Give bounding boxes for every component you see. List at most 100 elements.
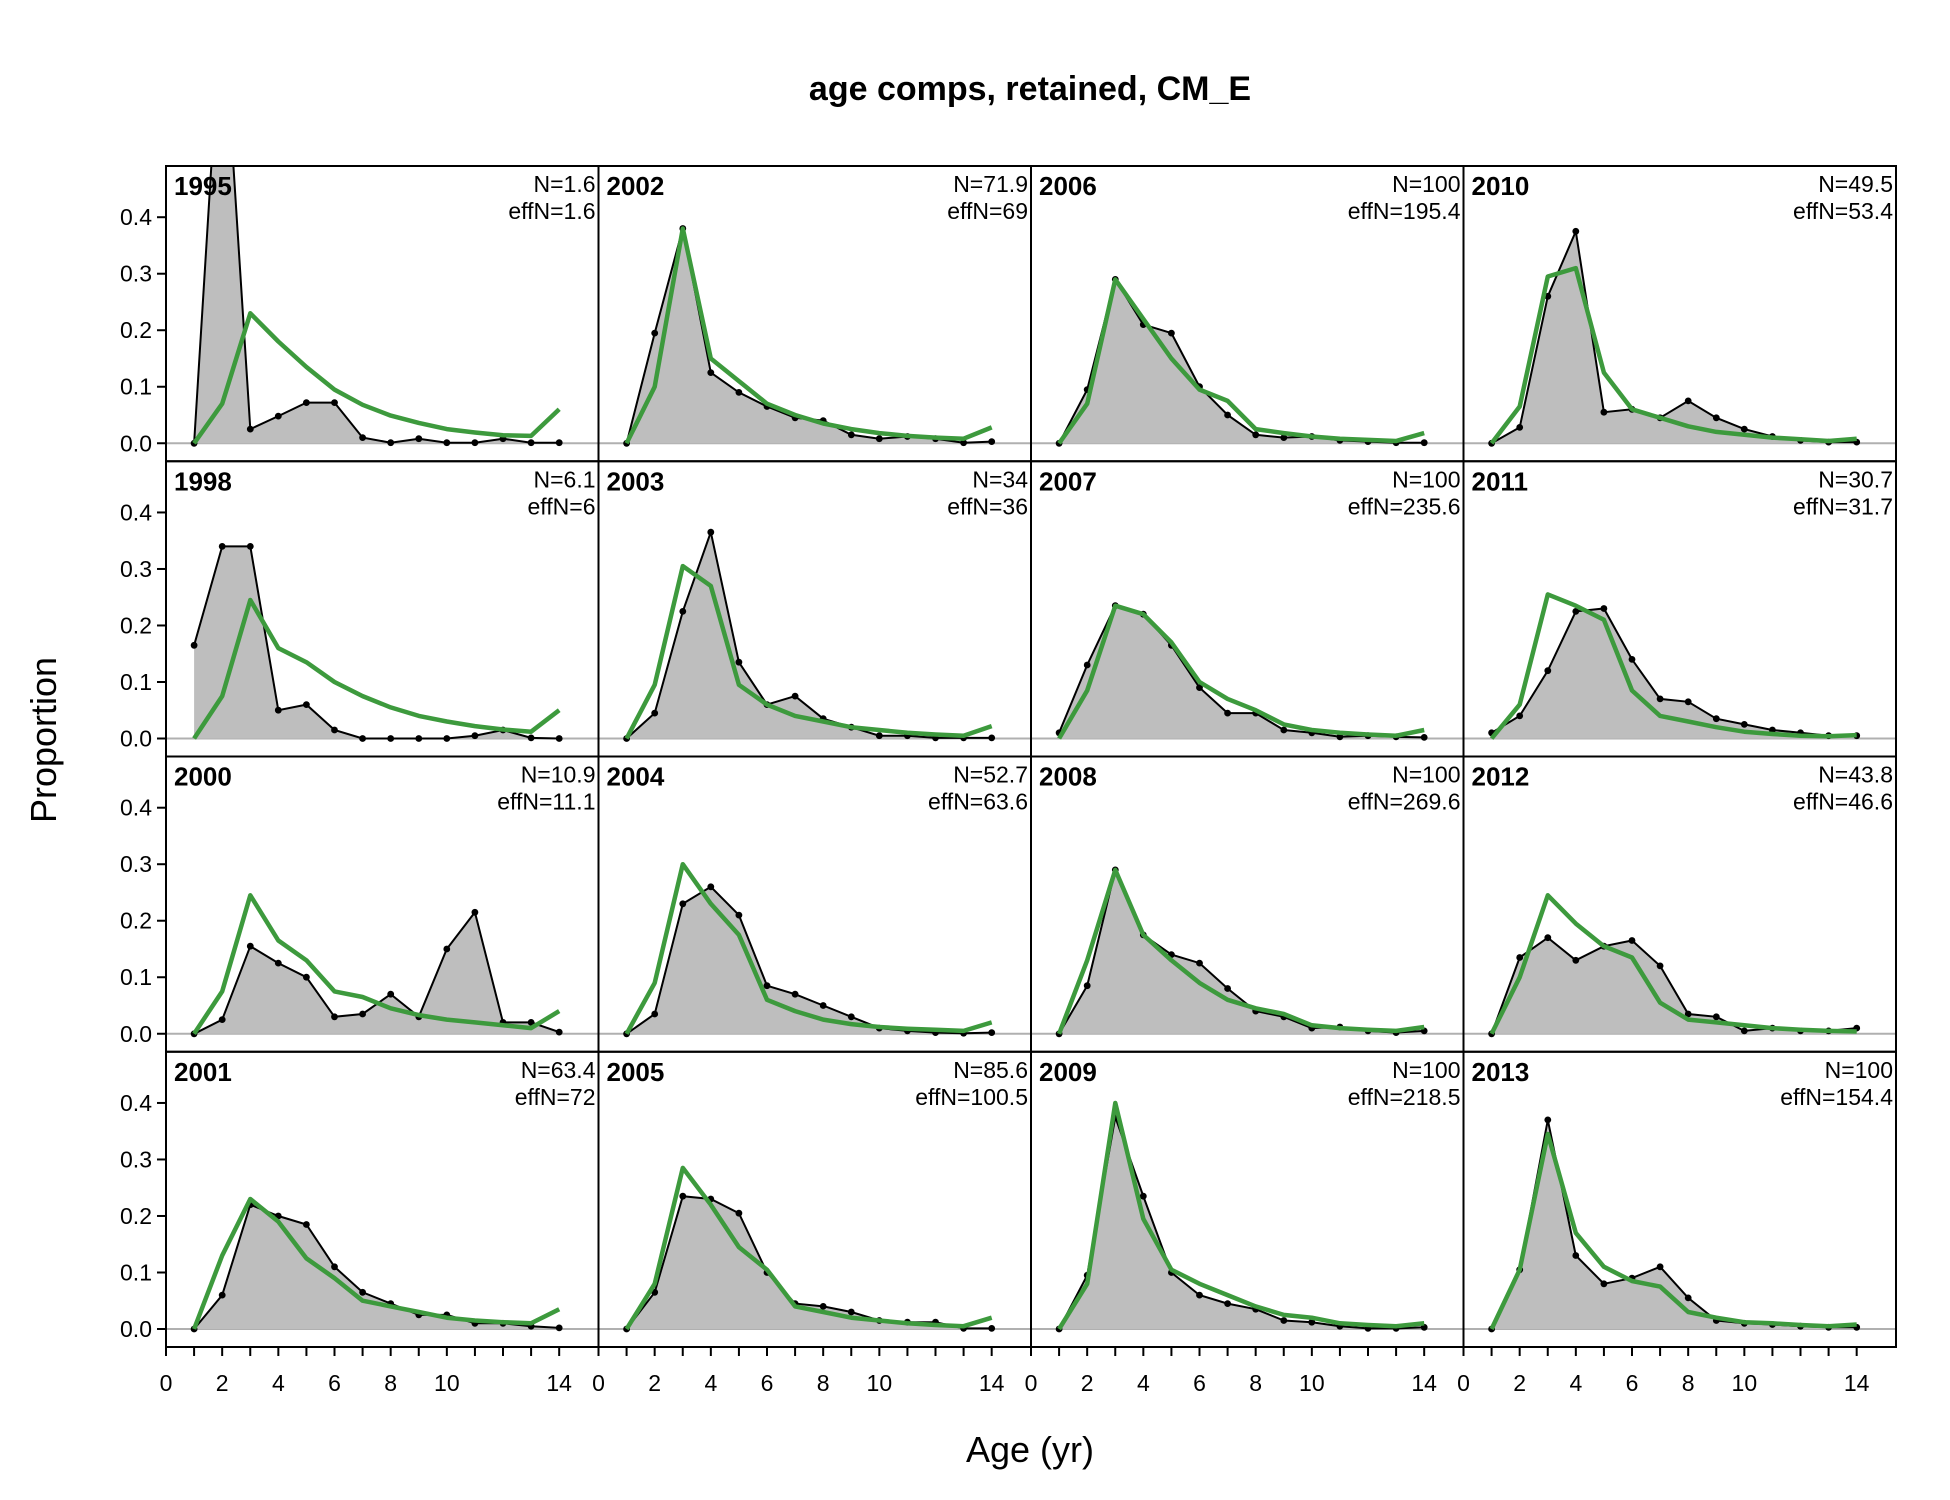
panel-effn: effN=218.5: [1348, 1084, 1461, 1110]
observed-point: [791, 990, 799, 998]
observed-point: [246, 942, 254, 950]
observed-area: [1491, 608, 1857, 739]
observed-area: [1059, 1117, 1425, 1329]
observed-point: [847, 1013, 855, 1021]
panel-effn: effN=53.4: [1793, 198, 1893, 224]
y-tick-label: 0.3: [120, 556, 152, 582]
panel-year: 2006: [1039, 171, 1097, 201]
observed-point: [1628, 656, 1636, 663]
panel-effn: effN=46.6: [1793, 789, 1893, 815]
observed-point: [331, 1263, 338, 1271]
panel-year: 2009: [1039, 1057, 1097, 1087]
panel-n: N=85.6: [953, 1057, 1028, 1083]
observed-point: [1516, 712, 1524, 720]
observed-area: [626, 532, 992, 739]
observed-area: [194, 166, 560, 444]
observed-point: [1628, 937, 1636, 944]
observed-area: [626, 228, 992, 444]
observed-area: [626, 886, 992, 1034]
expected-line: [624, 226, 993, 445]
panel-year: 2007: [1039, 466, 1097, 496]
y-tick-label: 0.4: [120, 1090, 152, 1116]
observed-point: [555, 1324, 563, 1332]
x-tick-label: 10: [1299, 1370, 1325, 1396]
panel-year: 2008: [1039, 762, 1097, 792]
x-tick-label: 2: [216, 1370, 229, 1396]
panel-year: 1998: [174, 466, 232, 496]
observed-point: [555, 439, 563, 447]
chart-title: age comps, retained, CM_E: [809, 70, 1251, 108]
panel-effn: effN=1.6: [508, 198, 595, 224]
x-tick-label: 10: [434, 1370, 460, 1396]
observed-point: [988, 438, 996, 445]
panel-year: 2003: [607, 466, 665, 496]
observed-point: [274, 706, 282, 714]
x-tick-label: 8: [817, 1370, 830, 1396]
x-tick-label: 8: [1682, 1370, 1695, 1396]
observed-point: [246, 425, 254, 433]
observed-point: [1420, 734, 1428, 741]
panel-year: 2011: [1472, 466, 1528, 496]
x-tick-label: 4: [704, 1370, 717, 1396]
y-tick-label: 0.4: [120, 204, 152, 230]
observed-point: [707, 883, 715, 891]
panel-year: 2013: [1472, 1057, 1530, 1087]
observed-point: [1740, 721, 1748, 728]
observed-point: [387, 735, 395, 742]
observed-point: [847, 431, 855, 439]
panel-effn: effN=235.6: [1348, 493, 1461, 519]
observed-point: [555, 735, 563, 742]
observed-point: [218, 1016, 226, 1023]
observed-point: [1572, 227, 1580, 235]
x-tick-label: 0: [592, 1370, 605, 1396]
observed-point: [359, 1288, 366, 1296]
observed-area: [1059, 279, 1425, 444]
observed-point: [1168, 329, 1175, 337]
panel-year: 2012: [1472, 762, 1530, 792]
observed-point: [1196, 684, 1203, 691]
x-tick-label: 8: [1249, 1370, 1262, 1396]
observed-point: [443, 439, 451, 447]
panel-n: N=6.1: [533, 466, 595, 492]
observed-point: [218, 1291, 226, 1299]
observed-point: [1740, 425, 1748, 433]
observed-point: [274, 959, 282, 967]
observed-point: [387, 439, 395, 447]
observed-point: [651, 1010, 659, 1018]
y-tick-label: 0.0: [120, 430, 152, 456]
observed-point: [1252, 431, 1260, 439]
y-tick-label: 0.1: [120, 669, 152, 695]
x-tick-label: 14: [1844, 1370, 1870, 1396]
observed-point: [1139, 1192, 1147, 1200]
x-tick-label: 2: [1081, 1370, 1094, 1396]
observed-point: [303, 973, 310, 981]
panel-n: N=100: [1392, 171, 1460, 197]
observed-area: [1491, 231, 1857, 444]
observed-point: [735, 658, 743, 666]
expected-line: [1489, 1131, 1857, 1330]
expected-line: [1489, 265, 1857, 445]
observed-point: [415, 435, 423, 443]
y-tick-label: 0.1: [120, 1259, 152, 1285]
panel-n: N=100: [1392, 1057, 1460, 1083]
expected-line: [191, 1196, 561, 1330]
observed-point: [555, 1028, 563, 1036]
x-tick-label: 14: [546, 1370, 572, 1396]
observed-line: [193, 166, 560, 444]
observed-point: [960, 439, 967, 447]
observed-area: [194, 912, 560, 1034]
observed-point: [679, 608, 687, 615]
y-tick-label: 0.0: [120, 1316, 152, 1342]
x-tick-label: 6: [328, 1370, 341, 1396]
observed-point: [679, 900, 687, 908]
panel-n: N=43.8: [1818, 762, 1893, 788]
observed-area: [626, 1196, 992, 1329]
observed-point: [443, 945, 451, 953]
observed-point: [443, 735, 451, 742]
observed-point: [1600, 1280, 1608, 1288]
observed-point: [819, 1002, 827, 1009]
observed-point: [331, 1013, 338, 1021]
